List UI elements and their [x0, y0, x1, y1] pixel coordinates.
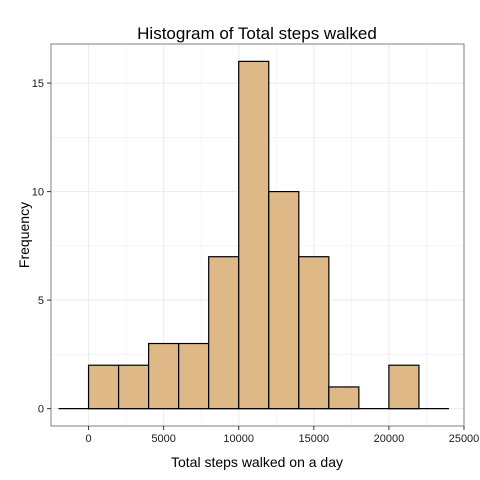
x-axis-label: Total steps walked on a day	[171, 454, 343, 470]
y-tick-label: 10	[32, 187, 44, 199]
x-tick-label: 5000	[151, 433, 175, 445]
panel-border	[50, 43, 465, 427]
y-axis-label: Frequency	[16, 202, 32, 268]
x-tick-label: 0	[85, 433, 91, 445]
y-tick-label: 0	[38, 404, 44, 416]
histogram-bar	[298, 256, 330, 410]
histogram-bar	[328, 386, 360, 410]
histogram-bar	[208, 256, 240, 410]
x-tick-label: 20000	[374, 433, 405, 445]
histogram-bar	[148, 342, 180, 410]
histogram-bar	[238, 60, 270, 410]
x-tick-label: 25000	[449, 433, 480, 445]
y-tick-label: 5	[38, 295, 44, 307]
histogram-bar	[87, 364, 120, 410]
x-axis-ticks: 0 5000 10000 15000 20000 25000	[85, 426, 479, 445]
histogram-bar	[178, 342, 210, 410]
x-tick-label: 15000	[299, 433, 330, 445]
x-tick-label: 10000	[223, 433, 254, 445]
y-tick-label: 15	[32, 78, 44, 90]
y-axis-ticks: 0 5 10 15	[32, 78, 51, 416]
chart-title: Histogram of Total steps walked	[137, 24, 377, 43]
histogram-bar	[117, 364, 150, 410]
bars	[87, 60, 420, 410]
histogram-bar	[268, 190, 300, 410]
histogram-bar	[388, 364, 420, 410]
